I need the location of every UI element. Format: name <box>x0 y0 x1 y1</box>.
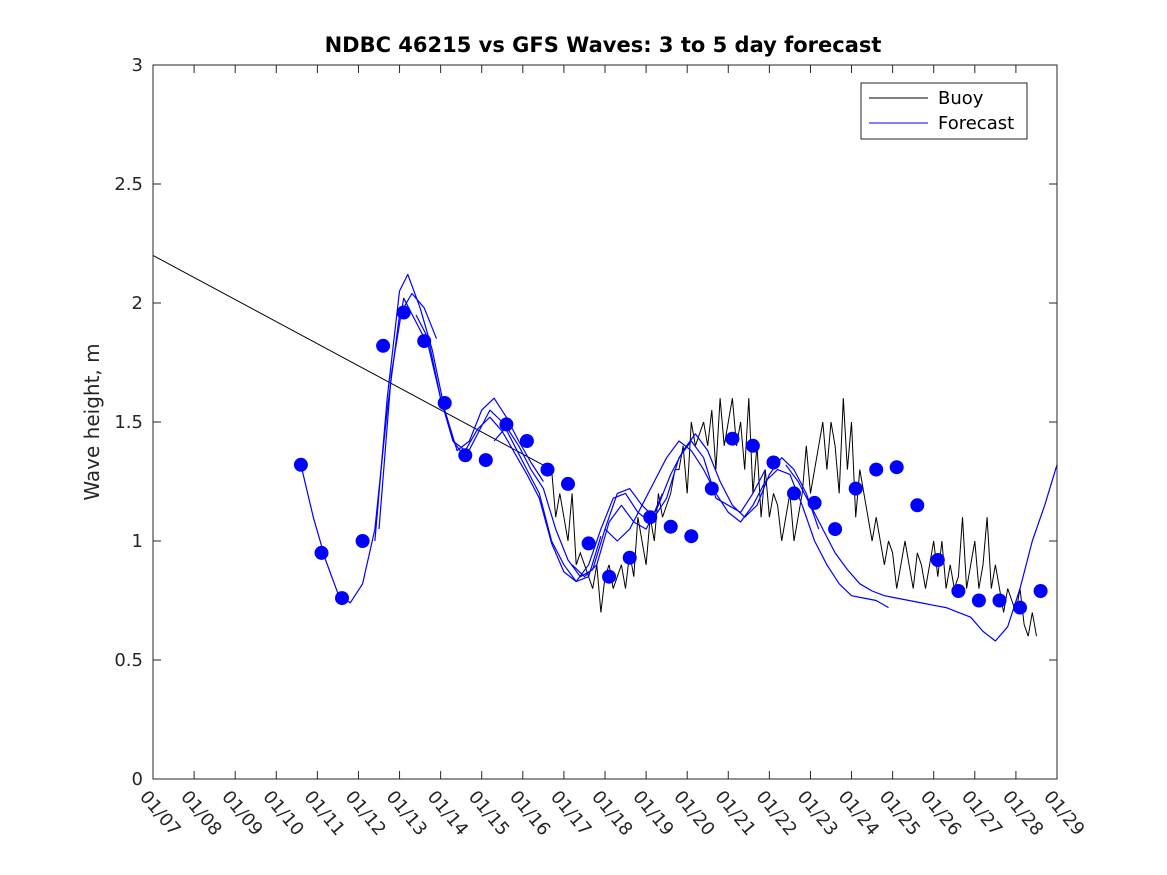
x-tick-label: 01/09 <box>217 787 266 840</box>
forecast-marker <box>540 462 555 477</box>
legend: Buoy Forecast <box>860 82 1028 140</box>
forecast-marker <box>622 550 637 565</box>
y-tick-label: 1 <box>132 531 143 552</box>
y-tick-label: 2 <box>132 293 143 314</box>
x-tick-label: 01/26 <box>916 787 965 840</box>
forecast-marker <box>396 305 411 320</box>
x-tick-label: 01/12 <box>341 787 390 840</box>
forecast-series-line-7 <box>604 440 889 609</box>
x-tick-label: 01/10 <box>258 787 307 840</box>
y-tick-label: 0 <box>132 769 143 790</box>
forecast-series-line-8 <box>785 464 1058 642</box>
forecast-marker <box>581 536 596 551</box>
x-tick-label: 01/15 <box>464 787 513 840</box>
x-tick-label: 01/07 <box>135 787 184 840</box>
y-tick-label: 1.5 <box>114 412 143 433</box>
forecast-marker <box>828 522 843 537</box>
forecast-marker <box>1013 600 1027 615</box>
y-tick-label: 2.5 <box>114 174 143 195</box>
forecast-marker <box>478 453 493 468</box>
legend-box <box>860 82 1028 140</box>
forecast-marker <box>910 498 925 513</box>
forecast-marker <box>458 448 473 463</box>
forecast-series-line-4 <box>415 314 664 583</box>
x-tick-label: 01/18 <box>587 787 636 840</box>
x-tick-label: 01/14 <box>423 787 472 840</box>
chart-title: NDBC 46215 vs GFS Waves: 3 to 5 day fore… <box>325 33 882 57</box>
forecast-marker <box>643 510 658 525</box>
forecast-marker <box>417 334 432 349</box>
forecast-marker <box>848 481 863 496</box>
y-axis: 0 0.5 1 1.5 2 2.5 3 <box>114 55 1057 790</box>
x-tick-label: 01/25 <box>875 787 924 840</box>
forecast-marker <box>663 519 678 534</box>
x-tick-label: 01/27 <box>957 787 1006 840</box>
forecast-series-line-3 <box>378 297 602 583</box>
forecast-marker <box>787 486 801 501</box>
marker-layer <box>293 305 1048 615</box>
x-tick-label: 01/23 <box>793 787 842 840</box>
forecast-marker <box>930 553 945 567</box>
forecast-marker <box>561 476 575 491</box>
y-axis-label: Wave height, m <box>80 343 104 500</box>
forecast-marker <box>725 431 740 446</box>
x-tick-label: 01/20 <box>669 787 718 840</box>
forecast-marker <box>951 584 966 598</box>
x-tick-label: 01/22 <box>752 787 801 840</box>
y-tick-label: 3 <box>132 55 143 76</box>
forecast-marker <box>889 460 904 475</box>
forecast-marker <box>376 338 391 353</box>
legend-label-forecast: Forecast <box>938 113 1014 134</box>
x-tick-label: 01/21 <box>710 787 759 840</box>
forecast-marker <box>499 417 514 432</box>
forecast-marker <box>807 495 822 510</box>
x-tick-label: 01/13 <box>382 787 431 840</box>
forecast-marker <box>869 462 884 477</box>
x-tick-label: 01/24 <box>834 787 883 840</box>
forecast-marker <box>992 593 1007 608</box>
forecast-marker <box>602 569 617 584</box>
forecast-marker <box>1033 584 1048 598</box>
x-tick-label: 01/19 <box>628 787 677 840</box>
y-tick-label: 0.5 <box>114 650 143 671</box>
x-tick-label: 01/16 <box>505 787 554 840</box>
forecast-marker <box>314 545 329 560</box>
forecast-marker <box>971 593 986 608</box>
forecast-marker <box>704 481 719 496</box>
forecast-marker <box>684 529 699 544</box>
forecast-marker <box>519 434 534 448</box>
x-tick-label: 01/17 <box>546 787 595 840</box>
x-tick-label: 01/11 <box>300 787 349 840</box>
forecast-marker <box>437 396 452 410</box>
forecast-marker <box>766 455 781 470</box>
x-tick-label: 01/29 <box>1039 787 1088 840</box>
forecast-marker <box>745 438 760 453</box>
legend-label-buoy: Buoy <box>938 88 984 109</box>
forecast-marker <box>293 457 308 472</box>
forecast-series-line-2 <box>374 273 544 542</box>
x-tick-label: 01/28 <box>998 787 1047 840</box>
plot-area <box>153 65 1057 779</box>
forecast-marker <box>335 591 349 606</box>
x-tick-label: 01/08 <box>176 787 225 840</box>
forecast-marker <box>355 534 370 548</box>
